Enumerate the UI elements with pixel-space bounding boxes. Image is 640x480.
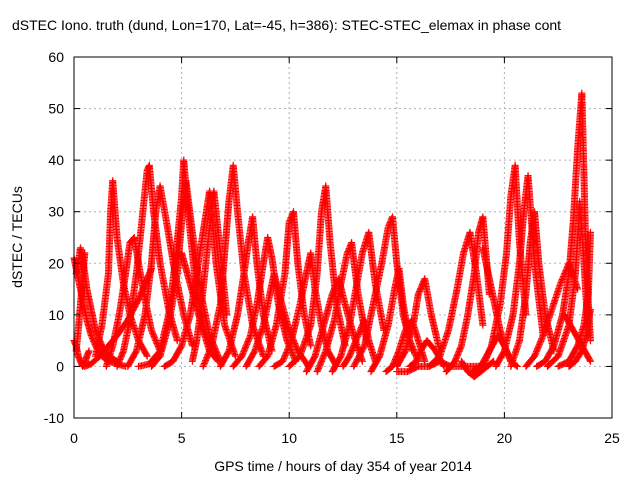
data-point xyxy=(143,352,151,360)
data-point xyxy=(152,337,160,345)
data-point xyxy=(90,337,98,345)
data-point xyxy=(85,347,93,355)
data-point xyxy=(149,329,157,337)
data-marks xyxy=(70,89,594,381)
data-point xyxy=(148,328,156,336)
data-point xyxy=(149,331,157,339)
chart-title: dSTEC Iono. truth (dund, Lon=170, Lat=-4… xyxy=(12,17,561,33)
data-point xyxy=(87,331,95,339)
data-point xyxy=(173,337,181,345)
data-point xyxy=(142,351,150,359)
data-point xyxy=(88,333,96,341)
data-point xyxy=(152,338,160,346)
data-point xyxy=(81,249,89,257)
data-point xyxy=(151,335,159,343)
data-point xyxy=(150,332,158,340)
data-point xyxy=(147,326,155,334)
series-8 xyxy=(124,182,196,370)
data-point xyxy=(151,334,159,342)
data-point xyxy=(88,334,96,342)
data-point xyxy=(89,336,97,344)
